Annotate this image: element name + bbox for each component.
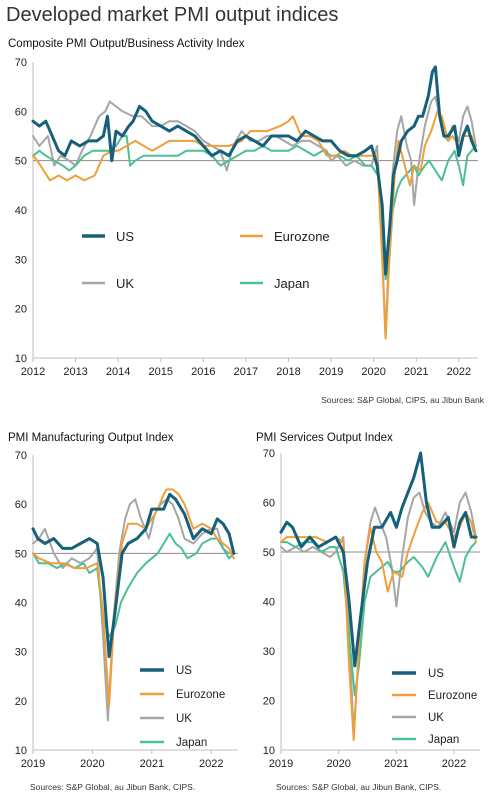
manufacturing-chart-source: Sources: S&P Global, au Jibun Bank, CIPS… <box>30 782 196 792</box>
composite-y-tick-label: 20 <box>15 304 27 316</box>
composite-series-eurozone <box>32 110 477 340</box>
composite-x-tick-label: 2018 <box>276 366 300 378</box>
services-y-tick-label: 70 <box>263 448 275 460</box>
manufacturing-y-tick-label: 40 <box>15 598 27 610</box>
manufacturing-y-tick-label: 30 <box>15 647 27 659</box>
manufacturing-y-tick-label: 60 <box>15 499 27 511</box>
services-y-tick-label: 50 <box>263 547 275 559</box>
manufacturing-legend-label-uk: UK <box>176 713 192 725</box>
manufacturing-series-us <box>31 492 236 659</box>
services-y-tick-label: 40 <box>263 597 275 609</box>
services-x-tick-label: 2022 <box>442 758 466 770</box>
composite-x-tick-label: 2013 <box>63 366 87 378</box>
services-chart: 10 20 30 40 50 60 70 2019 2020 2021 2022 US Eurozone… <box>263 448 480 770</box>
manufacturing-legend-label-eurozone: Eurozone <box>176 689 225 701</box>
manufacturing-y-tick-label: 50 <box>15 548 27 560</box>
services-chart-title: PMI Services Output Index <box>256 432 393 444</box>
composite-series-us <box>31 65 478 276</box>
manufacturing-chart-title: PMI Manufacturing Output Index <box>8 432 174 444</box>
services-y-tick-label: 10 <box>263 745 275 757</box>
manufacturing-y-tick-label: 70 <box>15 450 27 462</box>
composite-x-tick-label: 2019 <box>319 366 343 378</box>
composite-chart-source: Sources: S&P Global, CIPS, au Jibun Bank <box>321 395 484 405</box>
manufacturing-x-tick-label: 2021 <box>140 758 164 770</box>
services-legend-label-us: US <box>428 668 444 680</box>
services-legend-label-eurozone: Eurozone <box>428 690 477 702</box>
manufacturing-chart: 10 20 30 40 50 60 70 2019 2020 2021 2022 US Eurozone… <box>15 450 238 770</box>
services-series-japan <box>280 541 477 697</box>
composite-y-tick-label: 50 <box>15 156 27 168</box>
composite-x-tick-label: 2014 <box>106 366 130 378</box>
composite-y-tick-label: 60 <box>15 106 27 118</box>
composite-x-tick-label: 2022 <box>447 366 471 378</box>
composite-legend-label-eurozone: Eurozone <box>274 229 330 244</box>
services-chart-source: Sources: S&P Global, au Jibun Bank, CIPS… <box>276 782 442 792</box>
composite-chart-title: Composite PMI Output/Business Activity I… <box>8 38 245 50</box>
composite-legend-label-uk: UK <box>116 276 134 291</box>
manufacturing-x-tick-label: 2022 <box>199 758 223 770</box>
composite-x-tick-label: 2012 <box>21 366 45 378</box>
manufacturing-x-tick-label: 2020 <box>80 758 104 770</box>
manufacturing-series-eurozone <box>32 488 235 707</box>
services-series-eurozone <box>280 501 477 742</box>
composite-y-tick-label: 70 <box>15 57 27 69</box>
services-y-tick-label: 60 <box>263 498 275 510</box>
manufacturing-series-uk <box>32 498 235 722</box>
composite-x-tick-label: 2015 <box>149 366 173 378</box>
manufacturing-y-tick-label: 10 <box>15 745 27 757</box>
composite-y-tick-label: 40 <box>15 205 27 217</box>
page-title: Developed market PMI output indices <box>6 4 339 26</box>
services-x-tick-label: 2021 <box>384 758 408 770</box>
services-series-uk <box>280 491 477 737</box>
composite-y-tick-label: 10 <box>15 353 27 365</box>
composite-x-tick-label: 2020 <box>361 366 385 378</box>
manufacturing-x-tick-label: 2019 <box>21 758 45 770</box>
composite-x-tick-label: 2016 <box>191 366 215 378</box>
services-x-tick-label: 2020 <box>326 758 350 770</box>
composite-x-tick-label: 2021 <box>404 366 428 378</box>
services-series-us <box>279 451 478 668</box>
manufacturing-y-tick-label: 20 <box>15 696 27 708</box>
composite-legend-label-japan: Japan <box>274 276 309 291</box>
services-legend-label-uk: UK <box>428 712 444 724</box>
manufacturing-legend-label-us: US <box>176 665 192 677</box>
services-y-tick-label: 20 <box>263 696 275 708</box>
manufacturing-legend-label-japan: Japan <box>176 737 207 749</box>
composite-chart: 10 20 30 40 50 60 70 2012 2013 2014 2015 2016 2017 20… <box>15 57 478 378</box>
composite-legend-label-us: US <box>116 229 134 244</box>
services-y-tick-label: 30 <box>263 646 275 658</box>
composite-x-tick-label: 2017 <box>234 366 258 378</box>
services-legend-label-japan: Japan <box>428 734 459 746</box>
services-x-tick-label: 2019 <box>269 758 293 770</box>
composite-y-tick-label: 30 <box>15 254 27 266</box>
composite-series-uk <box>32 95 477 340</box>
